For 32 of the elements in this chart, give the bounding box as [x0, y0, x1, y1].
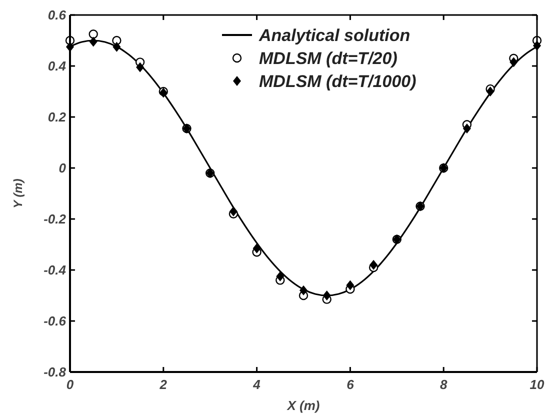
point [229, 206, 238, 216]
x-tick-label: 6 [346, 377, 355, 392]
legend-label: MDLSM (dt=T/1000) [259, 72, 417, 91]
point [88, 30, 98, 39]
y-tick-label: 0.6 [48, 8, 67, 22]
x-tick-label: 4 [252, 377, 262, 392]
y-tick-label: -0.2 [44, 212, 67, 226]
y-tick-label: 0.2 [48, 110, 67, 124]
point [346, 280, 354, 290]
y-tick-label: 0.4 [48, 58, 67, 74]
point [252, 243, 261, 254]
point [462, 123, 471, 134]
point [300, 285, 308, 296]
legend-label: MDLSM (dt=T/20) [259, 49, 398, 68]
point [486, 86, 494, 96]
y-tick-label: -0.8 [44, 364, 67, 380]
point [510, 57, 518, 68]
point [136, 62, 144, 72]
x-tick-label: 2 [158, 377, 168, 392]
x-axis-title: X (m) [286, 398, 320, 413]
y-tick-label: -0.6 [44, 314, 67, 328]
point [322, 290, 331, 300]
x-tick-label: 10 [530, 377, 545, 392]
point [89, 36, 98, 47]
y-tick-label: -0.4 [44, 262, 67, 278]
point [276, 271, 284, 282]
x-tick-label: 8 [440, 377, 448, 392]
point [112, 42, 121, 52]
y-axis-title: Y (m) [11, 178, 25, 208]
y-tick-label: 0 [58, 160, 67, 176]
legend-label: Analytical solution [258, 26, 410, 45]
point [370, 260, 378, 270]
